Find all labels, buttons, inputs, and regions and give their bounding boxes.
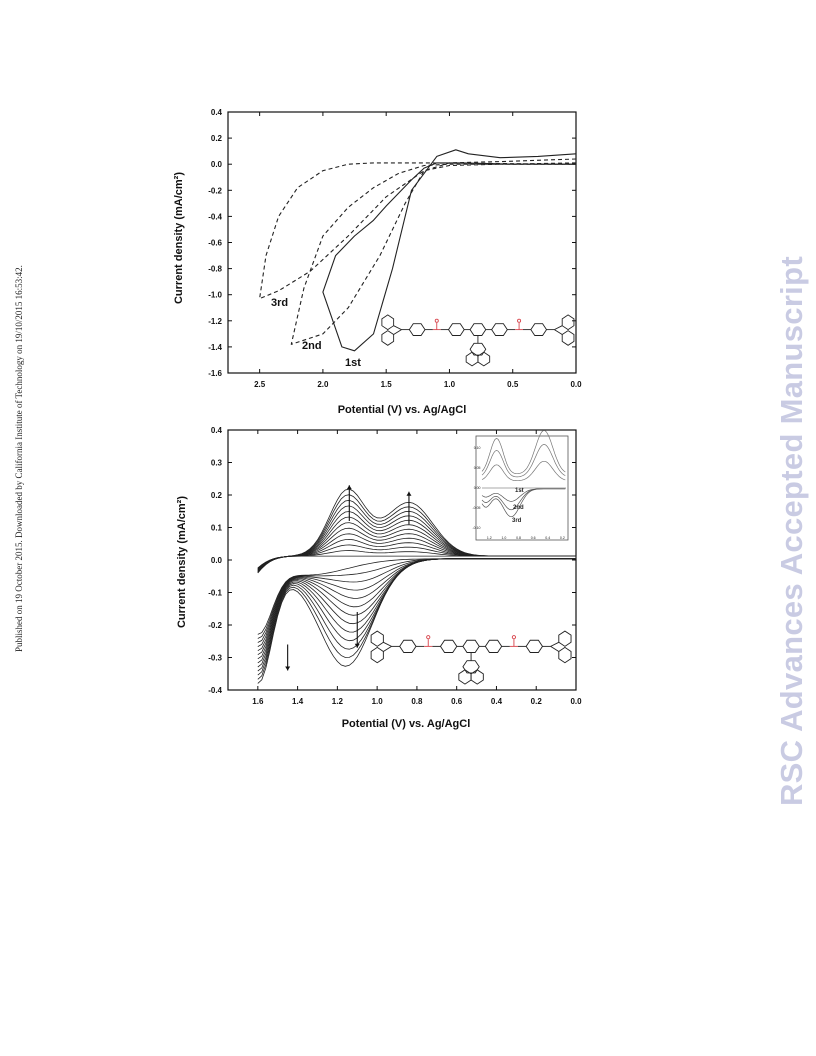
cv-curve-2nd: [290, 158, 577, 345]
y-tick-label: 0.2: [211, 134, 223, 143]
annotation-1st: 1st: [345, 357, 361, 369]
y-tick-label: -1.4: [208, 343, 222, 352]
y-axis-label: Current density (mA/cm²): [173, 172, 185, 304]
y-tick-label: -1.6: [208, 369, 222, 378]
y-tick-label: -1.0: [208, 291, 222, 300]
y-tick-label: -0.2: [208, 186, 222, 195]
x-tick-label: 0.5: [507, 380, 519, 389]
y-tick-label: -0.4: [208, 212, 222, 221]
y-tick-label: -1.2: [208, 317, 222, 326]
cv-curve-1st: [322, 149, 577, 352]
y-tick-label: 0.4: [211, 108, 223, 117]
y-tick-label: -0.6: [208, 239, 222, 248]
molecular-structure-icon: [381, 314, 575, 367]
annotation-3rd: 3rd: [271, 297, 288, 309]
y-tick-label: 0.0: [211, 160, 223, 169]
x-tick-label: 2.0: [317, 380, 329, 389]
plot-frame: [227, 111, 577, 374]
x-axis-label: Potential (V) vs. Ag/AgCl: [338, 404, 467, 416]
x-tick-label: 1.0: [444, 380, 456, 389]
x-tick-label: 0.0: [570, 380, 582, 389]
x-tick-label: 1.5: [381, 380, 393, 389]
y-tick-label: -0.8: [208, 265, 222, 274]
annotation-2nd: 2nd: [302, 340, 322, 352]
cv-curve-3rd: [259, 162, 577, 300]
x-tick-label: 2.5: [254, 380, 266, 389]
